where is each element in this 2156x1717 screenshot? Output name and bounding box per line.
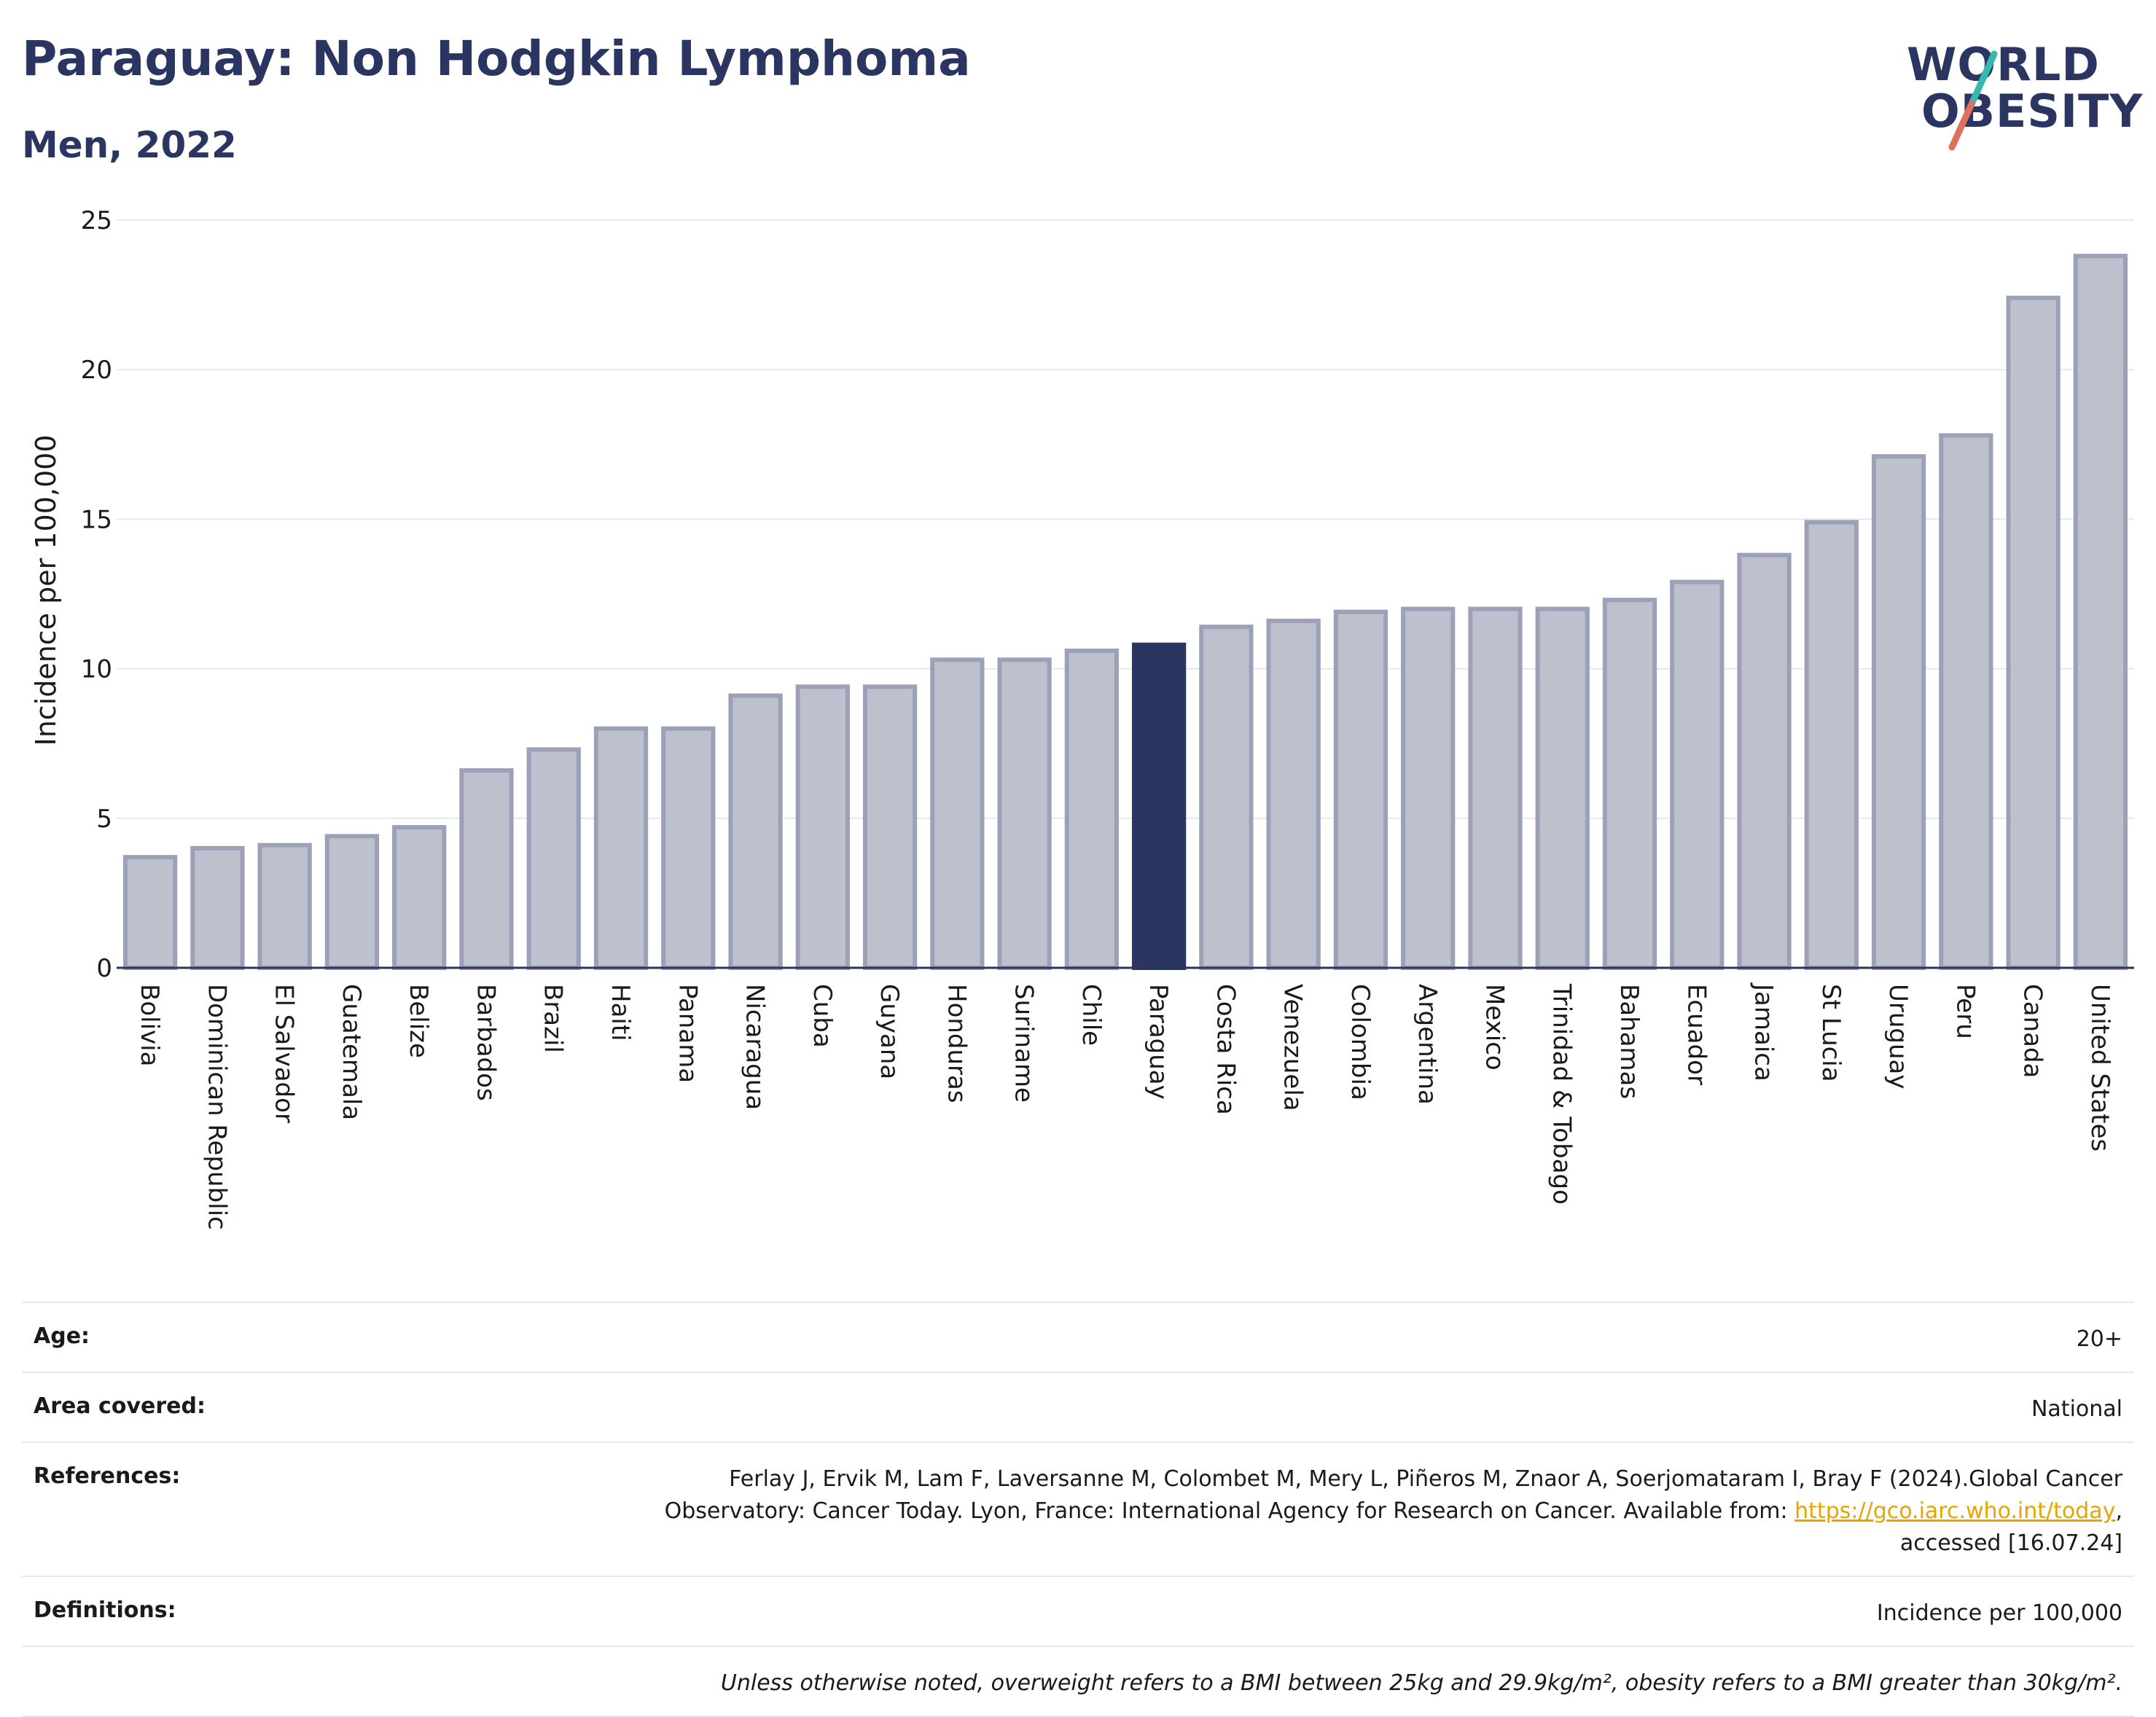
x-tick-label: Haiti: [606, 984, 635, 1041]
bar-venezuela: [1266, 618, 1321, 970]
x-tick-label: Ecuador: [1682, 984, 1711, 1085]
bar-trinidad-tobago: [1535, 606, 1590, 971]
metadata-table: Age: 20+ Area covered: National Referenc…: [22, 1302, 2134, 1717]
x-tick-label: Jamaica: [1749, 982, 1778, 1082]
y-tick-label: 5: [96, 805, 112, 834]
logo-word-world: WORLD: [1907, 38, 2100, 91]
bar-uruguay: [1871, 454, 1926, 970]
meta-row-age: Age: 20+: [22, 1302, 2134, 1372]
x-tick-label: El Salvador: [270, 984, 299, 1123]
meta-row-definitions: Definitions: Incidence per 100,000: [22, 1576, 2134, 1646]
bar-canada: [2006, 295, 2061, 971]
bar-mexico: [1468, 606, 1523, 971]
x-tick-label: Brazil: [539, 984, 568, 1053]
references-line-2: Observatory: Cancer Today. Lyon, France:…: [664, 1498, 1788, 1524]
meta-row-references: References: Ferlay J, Ervik M, Lam F, La…: [22, 1442, 2134, 1576]
bar-chile: [1064, 648, 1120, 970]
y-tick-label: 10: [81, 655, 112, 684]
age-label: Age:: [34, 1323, 90, 1349]
bar-cuba: [795, 684, 850, 970]
bar-costa-rica: [1199, 625, 1254, 970]
area-label: Area covered:: [34, 1393, 206, 1419]
references-line-1: Ferlay J, Ervik M, Lam F, Laversanne M, …: [729, 1466, 2122, 1492]
bar-st-lucia: [1804, 520, 1859, 970]
bmi-note: Unless otherwise noted, overweight refer…: [720, 1670, 2122, 1696]
x-tick-label: Guatemala: [337, 984, 366, 1120]
y-tick-label: 0: [96, 954, 112, 983]
x-tick-label: Dominican Republic: [202, 984, 231, 1230]
x-tick-label: Bolivia: [135, 984, 164, 1066]
bar-ecuador: [1670, 579, 1725, 970]
x-tick-label: Belize: [404, 984, 433, 1058]
bar-guatemala: [324, 834, 380, 971]
bar-nicaragua: [728, 693, 783, 970]
x-tick-label: Bahamas: [1614, 984, 1644, 1099]
definitions-value: Incidence per 100,000: [1876, 1600, 2122, 1626]
bar-jamaica: [1737, 552, 1792, 970]
bar-el-salvador: [257, 842, 312, 971]
references-label: References:: [34, 1463, 181, 1489]
meta-row-note: Unless otherwise noted, overweight refer…: [22, 1646, 2134, 1717]
x-tick-label: Mexico: [1480, 984, 1509, 1071]
bar-peru: [1939, 433, 1993, 971]
grid-lines: [117, 219, 2134, 819]
logo-slash-icon: [1948, 50, 1998, 151]
bar-colombia: [1333, 609, 1388, 971]
y-tick-label: 15: [81, 505, 112, 534]
meta-row-area: Area covered: National: [22, 1372, 2134, 1442]
definitions-label: Definitions:: [34, 1597, 176, 1623]
bar-bahamas: [1602, 598, 1657, 970]
x-tick-label: Suriname: [1009, 984, 1039, 1103]
y-axis-label: Incidence per 100,000: [30, 434, 62, 746]
x-tick-label: Peru: [1950, 984, 1980, 1039]
area-value: National: [2031, 1396, 2122, 1422]
bar-guyana: [862, 684, 918, 970]
y-axis-ticks: 0 5 10 15 20 25: [81, 206, 112, 983]
bars: [122, 254, 2128, 971]
bar-brazil: [526, 747, 581, 971]
x-tick-label: United States: [2085, 984, 2114, 1151]
y-tick-label: 20: [81, 356, 112, 385]
x-tick-label: Canada: [2018, 984, 2047, 1078]
bar-belize: [392, 825, 447, 970]
x-tick-label: Chile: [1077, 984, 1106, 1046]
x-tick-label: Guyana: [875, 984, 904, 1079]
chart-subtitle: Men, 2022: [22, 124, 237, 166]
x-tick-label: Costa Rica: [1211, 984, 1240, 1115]
incidence-bar-chart: 0 5 10 15 20 25 Bolivia Dominican Republic El S…: [30, 206, 2134, 1230]
bar-haiti: [593, 726, 649, 970]
references-value: Ferlay J, Ervik M, Lam F, Laversanne M, …: [664, 1466, 2122, 1556]
bar-paraguay: [1131, 642, 1187, 970]
x-tick-label: Cuba: [808, 984, 837, 1048]
chart-title: Paraguay: Non Hodgkin Lymphoma: [22, 31, 971, 87]
x-tick-label: Uruguay: [1883, 984, 1913, 1090]
x-tick-label: St Lucia: [1816, 984, 1846, 1082]
x-tick-label: Trinidad & Tobago: [1547, 983, 1577, 1205]
bar-barbados: [459, 768, 514, 970]
references-link[interactable]: https://gco.iarc.who.int/today: [1794, 1498, 2116, 1524]
bar-argentina: [1401, 606, 1456, 971]
bar-honduras: [930, 657, 985, 971]
y-tick-label: 25: [81, 206, 112, 235]
references-line-3: accessed [16.07.24]: [1899, 1530, 2122, 1556]
x-tick-label: Venezuela: [1278, 984, 1308, 1111]
x-tick-label: Nicaragua: [741, 984, 770, 1110]
x-axis-labels: Bolivia Dominican Republic El Salvador Guat…: [135, 982, 2114, 1230]
x-tick-label: Colombia: [1345, 984, 1375, 1100]
x-tick-label: Paraguay: [1144, 984, 1173, 1100]
bar-suriname: [997, 657, 1052, 971]
x-tick-label: Barbados: [471, 984, 500, 1101]
age-value: 20+: [2076, 1326, 2122, 1352]
bar-dominican-republic: [190, 845, 245, 971]
x-tick-label: Argentina: [1413, 984, 1442, 1105]
x-tick-label: Honduras: [942, 984, 971, 1103]
bar-panama: [661, 726, 716, 970]
bar-bolivia: [122, 855, 178, 970]
x-tick-label: Panama: [673, 984, 702, 1083]
bar-united-states: [2073, 254, 2128, 971]
world-obesity-logo: WORLD OBESITY: [1907, 38, 2142, 155]
